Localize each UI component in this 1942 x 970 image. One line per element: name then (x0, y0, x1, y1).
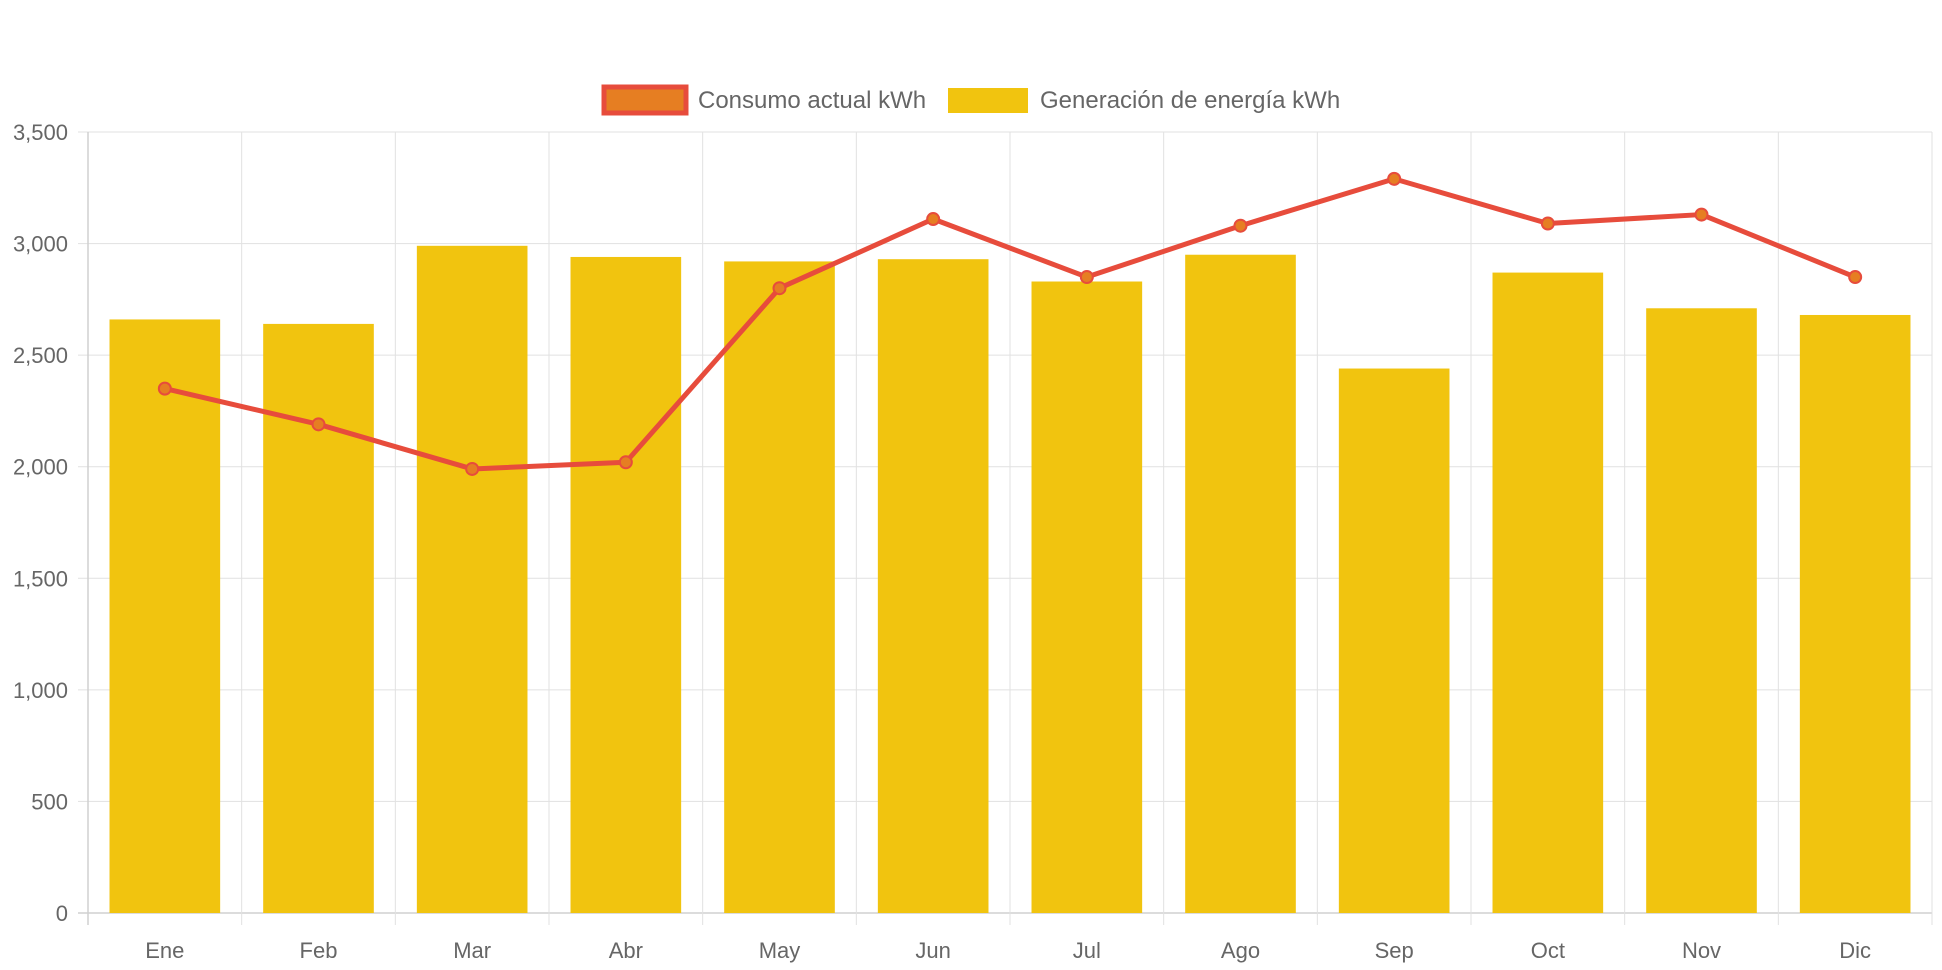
y-tick-label: 1,500 (13, 566, 68, 591)
point-consumo-dic[interactable] (1848, 270, 1863, 285)
y-tick-label: 500 (31, 789, 68, 814)
bar-generacion-nov[interactable] (1646, 308, 1757, 914)
point-consumo-abr[interactable] (618, 455, 633, 470)
legend-item-generacion[interactable]: Generación de energía kWh (948, 87, 1340, 114)
x-tick-label: Dic (1839, 938, 1871, 963)
point-consumo-oct[interactable] (1540, 216, 1555, 231)
x-axis-ticks: Ene Feb Mar Abr May Jun Jul Ago Sep Oct Nov Dic (145, 938, 1871, 963)
line-series (157, 171, 1863, 476)
bar-generacion-feb[interactable] (263, 323, 374, 914)
x-tick-label: Ago (1221, 938, 1260, 963)
bar-generacion-mar[interactable] (416, 245, 528, 913)
legend-item-consumo[interactable]: Consumo actual kWh (601, 84, 926, 116)
x-tick-label: Sep (1375, 938, 1414, 963)
point-consumo-mar[interactable] (465, 461, 480, 476)
x-tick-label: Oct (1531, 938, 1565, 963)
y-tick-label: 3,000 (13, 232, 68, 257)
legend-swatch-consumo (601, 84, 689, 116)
bar-generacion-jul[interactable] (1031, 281, 1143, 913)
y-tick-label: 0 (56, 901, 68, 926)
legend-label-generacion: Generación de energía kWh (1040, 87, 1340, 114)
y-tick-label: 2,500 (13, 343, 68, 368)
y-tick-label: 2,000 (13, 455, 68, 480)
bar-generacion-jun[interactable] (877, 259, 989, 914)
bar-generacion-oct[interactable] (1492, 272, 1604, 914)
point-consumo-jun[interactable] (926, 212, 941, 227)
y-axis-ticks: 0 500 1,000 1,500 2,000 2,500 3,000 3,500 (13, 120, 68, 926)
point-consumo-sep[interactable] (1387, 171, 1402, 186)
legend-swatch-generacion (948, 88, 1028, 113)
x-tick-label: May (759, 938, 801, 963)
x-tick-label: Ene (145, 938, 184, 963)
grid (78, 131, 1933, 925)
x-tick-label: Feb (300, 938, 338, 963)
point-consumo-ene[interactable] (157, 381, 172, 396)
point-consumo-nov[interactable] (1694, 207, 1709, 222)
point-consumo-may[interactable] (772, 281, 787, 296)
bar-generacion-ago[interactable] (1185, 254, 1296, 913)
line-consumo (164, 176, 1857, 472)
bar-generacion-ene[interactable] (109, 319, 221, 913)
legend: Consumo actual kWh Generación de energía… (601, 84, 1340, 116)
point-consumo-ago[interactable] (1233, 218, 1248, 233)
x-tick-label: Jul (1073, 938, 1101, 963)
bar-series (109, 245, 1911, 914)
legend-label-consumo: Consumo actual kWh (698, 87, 926, 114)
y-tick-label: 3,500 (13, 120, 68, 145)
point-consumo-jul[interactable] (1079, 270, 1094, 285)
bar-generacion-may[interactable] (724, 261, 835, 913)
y-tick-label: 1,000 (13, 678, 68, 703)
point-consumo-feb[interactable] (311, 417, 326, 432)
x-tick-label: Mar (453, 938, 491, 963)
x-tick-label: Jun (915, 938, 950, 963)
bar-generacion-dic[interactable] (1799, 314, 1911, 913)
bar-generacion-sep[interactable] (1338, 368, 1450, 913)
x-tick-label: Abr (609, 938, 643, 963)
x-tick-label: Nov (1682, 938, 1721, 963)
bar-generacion-abr[interactable] (570, 256, 682, 914)
